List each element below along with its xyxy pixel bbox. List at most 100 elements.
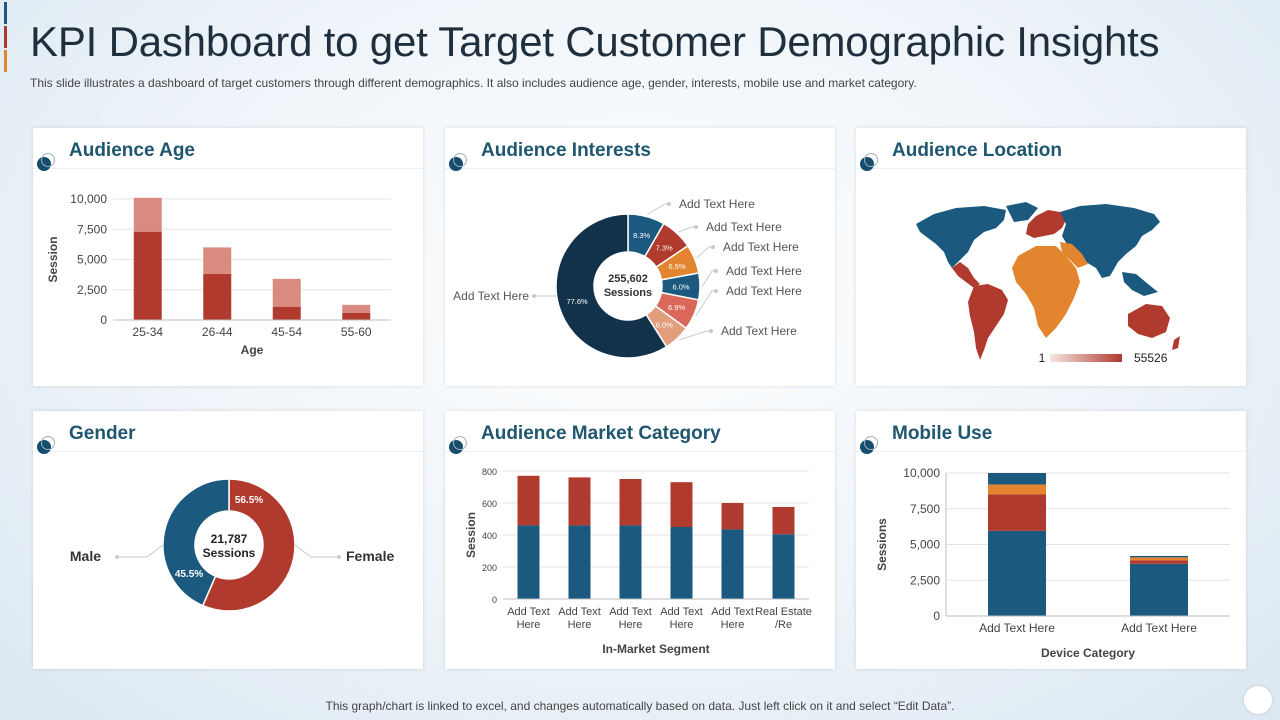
bar-segment bbox=[1130, 557, 1188, 561]
slice-percent-label: 77.6% bbox=[566, 297, 588, 306]
pie-slice bbox=[201, 478, 296, 612]
audience-age-chart[interactable]: 0 2,500 5,000 7,500 10,000 25-34 26-44 45-54 55-… bbox=[33, 128, 423, 386]
callout-dot bbox=[115, 555, 119, 559]
slice-label: Add Text Here bbox=[721, 324, 797, 338]
map-region-africa bbox=[1012, 246, 1080, 338]
donut-center-label: Sessions bbox=[203, 546, 256, 560]
card-header bbox=[856, 128, 1246, 169]
map-region-southeast-asia bbox=[1122, 272, 1158, 296]
y-tick-label: 0 bbox=[492, 595, 497, 605]
y-tick-label: 10,000 bbox=[70, 192, 107, 206]
bar-segment bbox=[988, 473, 1046, 485]
callout-dot bbox=[714, 269, 718, 273]
x-tick-label: Here bbox=[517, 619, 541, 631]
corner-circle-button[interactable] bbox=[1244, 686, 1272, 714]
y-tick-label: 7,500 bbox=[910, 502, 940, 516]
map-region-north-america bbox=[916, 206, 1006, 268]
slice-percent-label: 6.0% bbox=[672, 282, 689, 291]
bar-segment bbox=[272, 306, 301, 320]
world-map[interactable]: 1 55526 bbox=[856, 128, 1246, 386]
bar-segment bbox=[133, 231, 162, 320]
bullet-icon bbox=[860, 153, 878, 171]
x-tick-label: 45-54 bbox=[271, 325, 302, 339]
audience-interests-chart[interactable]: 8.3% 7.3% 6.5% 6.0% 6.9% 6.0% 77.6% 255,602 Sess… bbox=[445, 128, 835, 386]
x-tick-label: Here bbox=[670, 619, 694, 631]
bar-segment bbox=[772, 507, 795, 535]
card-gender: Gender 56.5% 45.5% 21,787 Sessions Male Femal… bbox=[33, 411, 423, 669]
bar-segment bbox=[342, 304, 371, 313]
x-tick-label: 25-34 bbox=[132, 325, 163, 339]
bullet-icon bbox=[37, 153, 55, 171]
x-tick-label: 26-44 bbox=[202, 325, 233, 339]
x-tick-label: Here bbox=[619, 619, 643, 631]
x-tick-label: /Re bbox=[775, 619, 792, 631]
callout-line bbox=[701, 270, 716, 287]
x-axis-label: In-Market Segment bbox=[602, 642, 709, 656]
footer-note: This graph/chart is linked to excel, and… bbox=[325, 699, 955, 713]
slice-percent-label: 6.0% bbox=[656, 321, 673, 330]
callout-dot bbox=[709, 329, 713, 333]
callout-dot bbox=[694, 225, 698, 229]
y-tick-label: 2,500 bbox=[910, 573, 940, 587]
y-tick-label: 400 bbox=[482, 531, 497, 541]
callout-line bbox=[678, 226, 696, 233]
bar-segment bbox=[272, 278, 301, 307]
y-axis-label: Session bbox=[46, 236, 60, 282]
slice-percent-label: 6.9% bbox=[668, 303, 685, 312]
map-legend-min: 1 bbox=[1039, 351, 1046, 365]
slice-label: Add Text Here bbox=[679, 197, 755, 211]
callout-line bbox=[117, 544, 164, 558]
card-title: Audience Location bbox=[892, 140, 1062, 161]
callout-dot bbox=[711, 245, 715, 249]
title-accent-bars bbox=[4, 2, 8, 74]
mobile-use-chart[interactable]: 0 2,500 5,000 7,500 10,000 Add Text Here Add T… bbox=[856, 411, 1246, 669]
card-title: Gender bbox=[69, 423, 136, 444]
gender-label-female: Female bbox=[346, 548, 394, 564]
bar-segment bbox=[1130, 560, 1188, 564]
y-axis-label: Session bbox=[464, 512, 478, 558]
bar-segment bbox=[988, 484, 1046, 495]
bar-segment bbox=[1130, 555, 1188, 558]
slice-label: Add Text Here bbox=[726, 264, 802, 278]
slice-percent-label: 7.3% bbox=[656, 243, 673, 252]
donut-center-value: 21,787 bbox=[211, 532, 248, 546]
callout-dot bbox=[337, 555, 341, 559]
y-tick-label: 5,000 bbox=[910, 538, 940, 552]
bar-segment bbox=[721, 503, 744, 530]
bar-segment bbox=[133, 197, 162, 232]
bar-segment bbox=[619, 525, 642, 599]
bar-segment bbox=[721, 529, 744, 599]
map-region-south-america bbox=[968, 284, 1008, 360]
bar-segment bbox=[568, 477, 591, 526]
map-legend-gradient bbox=[1050, 354, 1122, 362]
callout-dot bbox=[667, 202, 671, 206]
bar-segment bbox=[988, 494, 1046, 531]
donut-center-label: Sessions bbox=[604, 287, 652, 299]
card-audience-interests: Audience Interests 8.3% 7.3% 6.5% 6.0% 6.9% 6… bbox=[445, 128, 835, 386]
x-tick-label: Add Text Here bbox=[979, 621, 1055, 635]
x-axis-label: Age bbox=[241, 343, 264, 357]
slice-label: Add Text Here bbox=[726, 284, 802, 298]
map-region-new-zealand bbox=[1172, 336, 1180, 350]
card-audience-location: Audience Location 1 55526 bbox=[856, 128, 1246, 386]
bar-segment bbox=[517, 475, 540, 526]
x-tick-label: Add Text bbox=[711, 606, 754, 618]
x-tick-label: Add Text bbox=[660, 606, 703, 618]
card-title: Audience Age bbox=[69, 140, 195, 161]
y-tick-label: 0 bbox=[100, 313, 107, 327]
bar-segment bbox=[670, 527, 693, 599]
card-mobile-use: Mobile Use 0 2,500 5,000 7,500 10,000 Add Tex… bbox=[856, 411, 1246, 669]
bar-segment bbox=[517, 525, 540, 599]
slice-label: Add Text Here bbox=[706, 220, 782, 234]
bar-segment bbox=[568, 525, 591, 599]
page-title: KPI Dashboard to get Target Customer Dem… bbox=[30, 18, 1160, 65]
card-title: Mobile Use bbox=[892, 423, 993, 444]
y-tick-label: 2,500 bbox=[77, 283, 107, 297]
card-header bbox=[33, 411, 423, 452]
x-tick-label: Real Estate bbox=[755, 606, 812, 618]
card-title: Audience Market Category bbox=[481, 423, 721, 444]
map-region-europe bbox=[1026, 210, 1066, 238]
card-audience-market-category: Audience Market Category 0 200 400 600 800 Ad… bbox=[445, 411, 835, 669]
